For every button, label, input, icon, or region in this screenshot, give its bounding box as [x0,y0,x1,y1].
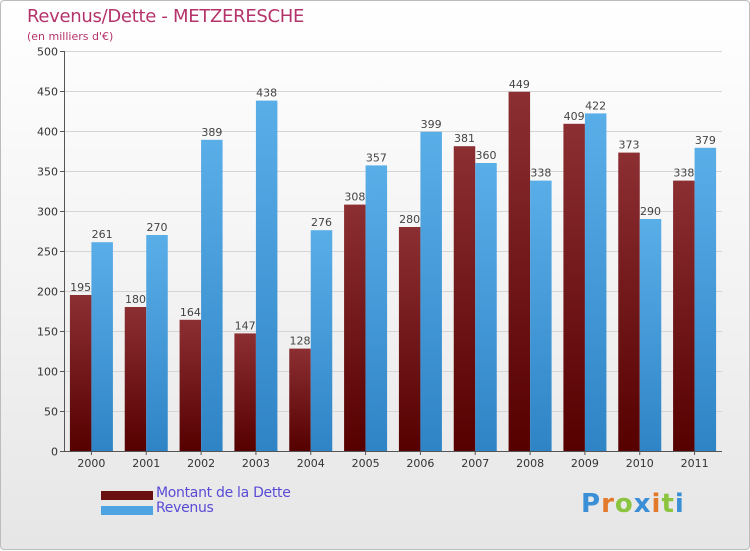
data-label-revenus: 379 [695,134,716,147]
y-tick-label: 350 [37,166,58,179]
bar-dette [179,319,202,451]
x-tick-label: 2009 [571,457,599,470]
y-tick-label: 250 [37,246,58,259]
data-label-revenus: 422 [585,99,606,112]
x-tick-label: 2002 [187,457,215,470]
y-tick-label: 150 [37,326,58,339]
bar-revenus [639,219,662,451]
bar-dette [618,152,640,451]
bar-revenus [91,242,113,451]
data-label-dette: 195 [70,281,91,294]
data-label-revenus: 357 [366,151,387,164]
x-tick-label: 2004 [297,457,325,470]
logo-letter: i [651,489,662,519]
data-label-revenus: 261 [92,228,113,241]
data-label-revenus: 360 [476,149,497,162]
data-label-dette: 128 [290,335,311,348]
data-label-dette: 147 [235,319,256,332]
legend-swatch-revenus [101,506,153,515]
logo-letter: P [581,489,602,519]
logo-letter: o [614,489,634,519]
data-label-revenus: 399 [421,118,442,131]
bar-revenus [201,139,223,452]
legend-swatch-dette [101,491,153,500]
data-label-dette: 373 [619,139,640,152]
bar-dette [344,204,366,451]
chart-subtitle: (en milliers d'€) [27,30,114,43]
data-label-revenus: 276 [311,216,332,229]
bar-dette [289,348,311,451]
data-label-revenus: 338 [530,167,551,180]
legend-label-dette: Montant de la Dette [156,485,291,501]
y-tick-label: 300 [37,206,58,219]
bar-dette [673,180,695,451]
y-tick-label: 450 [37,86,58,99]
data-label-dette: 180 [125,293,146,306]
data-label-dette: 449 [509,78,530,91]
bar-dette [69,295,92,451]
y-tick-label: 500 [37,46,58,59]
chart-title: Revenus/Dette - METZERESCHE [27,6,305,27]
bar-dette [563,123,585,452]
data-label-dette: 381 [454,132,475,145]
bar-dette [508,91,531,452]
bar-revenus [255,100,278,451]
y-tick-label: 0 [51,446,58,459]
bar-revenus [310,230,333,451]
bar-dette [124,307,147,451]
bar-dette [453,146,476,451]
y-tick-label: 400 [37,126,58,139]
bar-dette [398,227,421,451]
bar-revenus [146,235,168,451]
logo-letter: x [633,489,652,519]
data-label-dette: 164 [180,306,201,319]
data-label-revenus: 438 [256,87,277,100]
y-tick-label: 200 [37,286,58,299]
axis-layer: 0 50 100 150 200 250 300 350 400 450 500 2000 2001 20… [37,46,722,470]
y-tick-label: 50 [44,406,58,419]
legend-label-revenus: Revenus [156,500,214,516]
data-label-revenus: 270 [147,221,168,234]
x-tick-label: 2006 [406,457,434,470]
bar-revenus [584,113,607,452]
x-tick-label: 2000 [77,457,105,470]
data-label-dette: 338 [673,167,694,180]
logo-letter: t [661,489,675,519]
x-tick-label: 2008 [516,457,544,470]
y-tick-label: 100 [37,366,58,379]
bar-dette [234,333,256,451]
data-label-dette: 308 [344,191,365,204]
x-tick-label: 2001 [132,457,160,470]
bar-revenus [475,163,497,451]
x-tick-label: 2003 [242,457,270,470]
x-tick-label: 2007 [461,457,489,470]
x-tick-label: 2010 [626,457,654,470]
data-label-revenus: 290 [640,205,661,218]
data-label-dette: 280 [399,213,420,226]
x-tick-label: 2005 [352,457,380,470]
grid-layer [64,51,722,452]
logo-letter: r [601,489,615,519]
bar-revenus [365,165,388,451]
bars-layer: 195 261 180 270 164 389 147 438 128 276 308 357 280 3… [69,78,717,452]
bar-revenus [694,147,717,452]
data-label-dette: 409 [564,110,585,123]
logo-letter: i [674,489,685,519]
data-label-revenus: 389 [201,126,222,139]
bar-revenus [530,180,552,451]
bar-revenus [420,131,442,452]
proxiti-logo: Proxiti [581,489,685,519]
x-tick-label: 2011 [681,457,709,470]
